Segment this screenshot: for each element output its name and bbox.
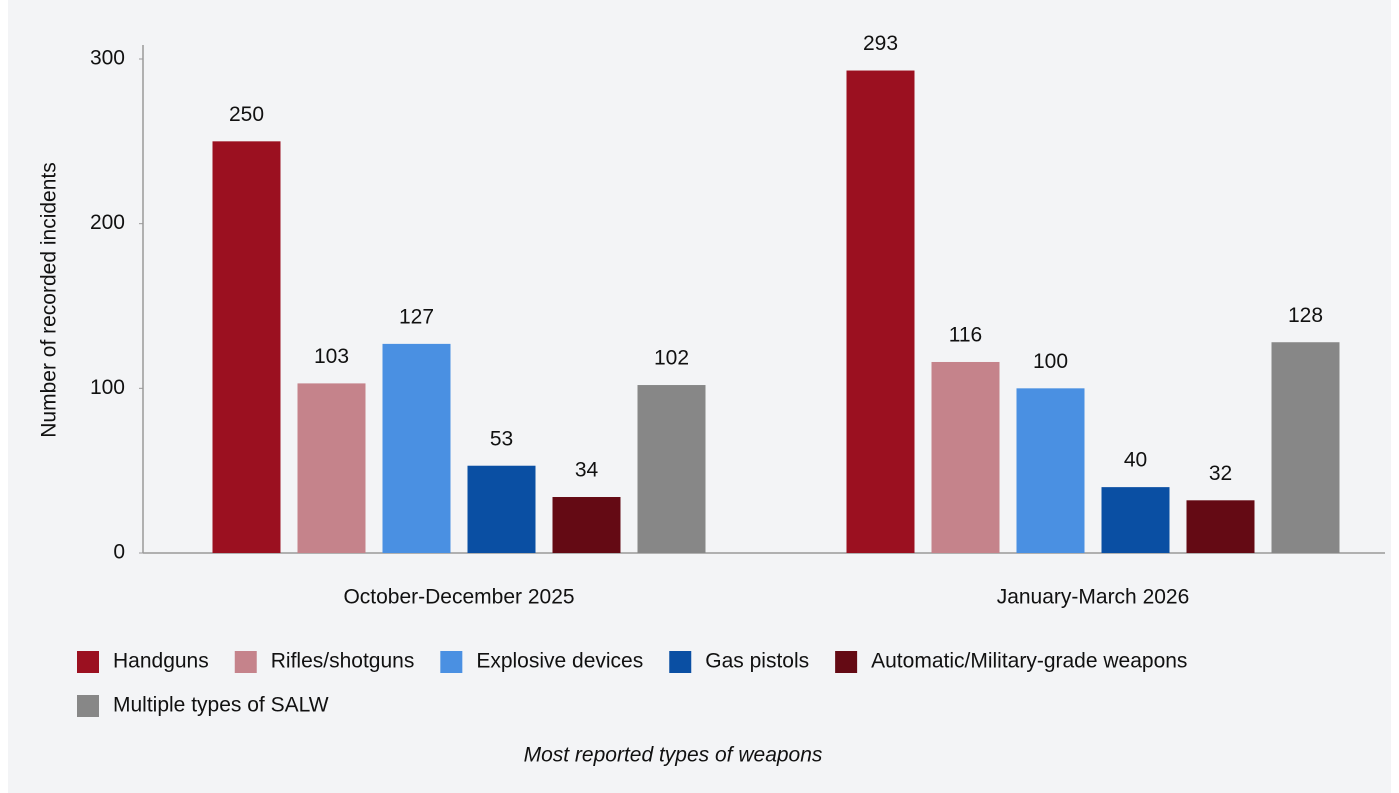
y-tick-label: 100: [90, 376, 125, 399]
bar: [931, 361, 1000, 553]
data-label: 32: [1209, 462, 1232, 485]
data-label: 34: [575, 459, 599, 482]
bar: [467, 465, 536, 553]
data-label: 102: [654, 347, 689, 370]
data-label: 128: [1288, 304, 1323, 327]
bar: [1016, 388, 1085, 553]
legend-label: Multiple types of SALW: [113, 694, 329, 717]
bar: [637, 385, 706, 553]
y-axis-label: Number of recorded incidents: [38, 162, 61, 437]
bar: [1186, 500, 1255, 553]
legend-label: Explosive devices: [476, 650, 643, 673]
data-label: 103: [314, 345, 349, 368]
data-label: 250: [229, 103, 264, 126]
data-label: 127: [399, 305, 434, 328]
bar: [846, 70, 915, 553]
legend-swatch: [77, 651, 99, 673]
data-label: 53: [490, 427, 513, 450]
y-tick-label: 0: [113, 541, 125, 564]
y-tick-label: 200: [90, 211, 125, 234]
legend-label: Rifles/shotguns: [271, 650, 415, 673]
data-label: 293: [863, 32, 898, 55]
data-label: 40: [1124, 449, 1147, 472]
x-tick-label: January-March 2026: [997, 586, 1190, 609]
data-label: 116: [949, 324, 982, 347]
bar: [297, 383, 366, 553]
bar: [212, 141, 281, 554]
legend-swatch: [669, 651, 692, 673]
chart-title: Most reported types of weapons: [524, 744, 823, 767]
legend-label: Gas pistols: [705, 650, 809, 673]
legend-swatch: [440, 651, 463, 673]
bar: [382, 343, 451, 553]
bar: [1101, 487, 1170, 553]
legend-swatch: [835, 651, 858, 673]
legend-label: Handguns: [113, 650, 209, 673]
legend-swatch: [234, 651, 257, 673]
legend-swatch: [77, 695, 99, 717]
data-label: 100: [1033, 350, 1068, 373]
bar: [1271, 342, 1340, 553]
bar: [552, 497, 621, 553]
legend-label: Automatic/Military-grade weapons: [871, 650, 1187, 673]
y-tick-label: 300: [90, 47, 125, 70]
x-tick-label: October-December 2025: [343, 586, 574, 609]
